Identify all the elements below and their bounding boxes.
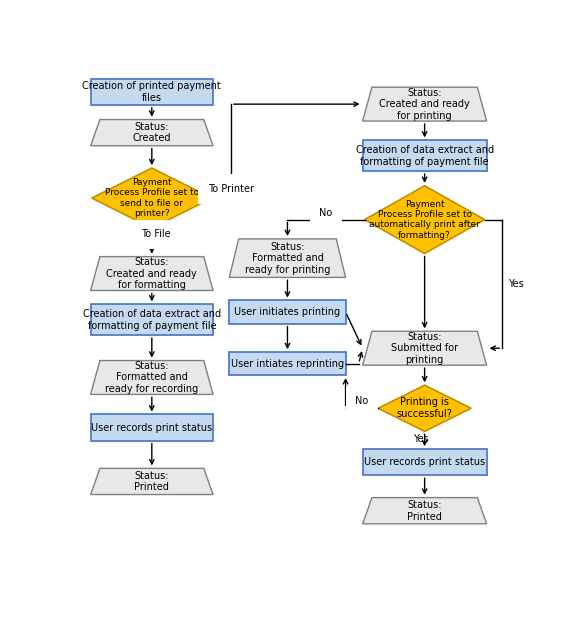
Text: Status:
Created: Status: Created bbox=[132, 122, 171, 144]
Text: Status:
Formatted and
ready for recording: Status: Formatted and ready for recordin… bbox=[105, 361, 199, 394]
Text: Yes: Yes bbox=[509, 279, 524, 289]
Text: Status:
Printed: Status: Printed bbox=[407, 500, 442, 522]
Text: Status:
Submitted for
printing: Status: Submitted for printing bbox=[391, 331, 458, 365]
Text: User records print status: User records print status bbox=[91, 422, 213, 432]
Polygon shape bbox=[90, 256, 213, 291]
Polygon shape bbox=[378, 385, 471, 431]
Polygon shape bbox=[90, 469, 213, 495]
Text: User records print status: User records print status bbox=[364, 457, 485, 467]
FancyBboxPatch shape bbox=[90, 305, 213, 335]
Polygon shape bbox=[92, 168, 212, 228]
FancyBboxPatch shape bbox=[363, 449, 487, 475]
Text: Creation of data extract and
formatting of payment file: Creation of data extract and formatting … bbox=[83, 309, 221, 331]
Polygon shape bbox=[365, 186, 484, 253]
Text: To File: To File bbox=[141, 229, 170, 239]
FancyBboxPatch shape bbox=[363, 140, 487, 171]
Text: Creation of data extract and
formatting of payment file: Creation of data extract and formatting … bbox=[355, 145, 494, 167]
Text: To Printer: To Printer bbox=[208, 184, 254, 194]
Text: Payment
Process Profile set to
send to file or
printer?: Payment Process Profile set to send to f… bbox=[105, 178, 199, 218]
Polygon shape bbox=[90, 361, 213, 394]
Text: Yes: Yes bbox=[413, 434, 429, 444]
FancyBboxPatch shape bbox=[90, 79, 213, 105]
Text: Creation of printed payment
files: Creation of printed payment files bbox=[82, 81, 221, 102]
FancyBboxPatch shape bbox=[229, 352, 346, 375]
Polygon shape bbox=[229, 239, 346, 278]
Polygon shape bbox=[363, 87, 487, 121]
Polygon shape bbox=[90, 120, 213, 146]
Text: No: No bbox=[355, 396, 369, 406]
Text: User intiates reprinting: User intiates reprinting bbox=[231, 359, 344, 369]
Text: Status:
Printed: Status: Printed bbox=[134, 470, 169, 492]
Text: Payment
Process Profile set to
automatically print after
formatting?: Payment Process Profile set to automatic… bbox=[369, 200, 480, 240]
Text: Printing is
successful?: Printing is successful? bbox=[397, 397, 453, 419]
FancyBboxPatch shape bbox=[90, 414, 213, 441]
Polygon shape bbox=[363, 497, 487, 524]
Text: Status:
Created and ready
for formatting: Status: Created and ready for formatting bbox=[107, 257, 197, 290]
FancyBboxPatch shape bbox=[229, 301, 346, 324]
Text: No: No bbox=[319, 208, 332, 218]
Text: Status:
Formatted and
ready for printing: Status: Formatted and ready for printing bbox=[245, 241, 330, 275]
Text: Status:
Created and ready
for printing: Status: Created and ready for printing bbox=[379, 87, 470, 120]
Text: User initiates printing: User initiates printing bbox=[234, 307, 340, 317]
Polygon shape bbox=[363, 331, 487, 365]
